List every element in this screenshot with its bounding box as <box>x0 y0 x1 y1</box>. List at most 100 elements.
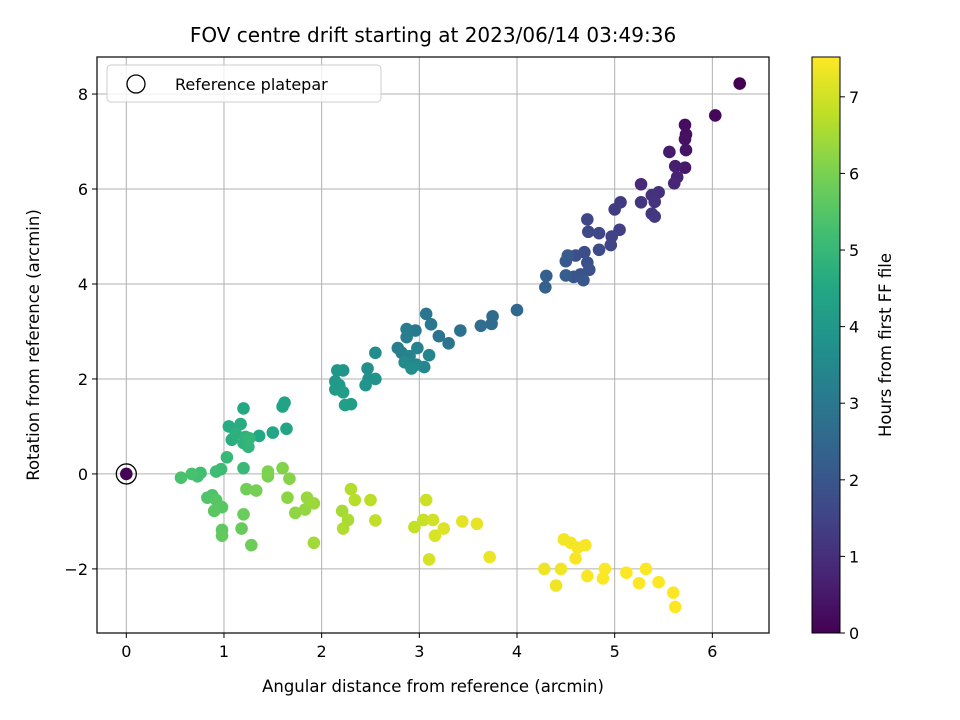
scatter-point <box>592 243 606 257</box>
colorbar-ticks: 0 1 2 3 4 5 6 7 <box>840 88 859 643</box>
scatter-point <box>437 522 451 535</box>
scatter-point <box>608 203 621 216</box>
legend: Reference platepar <box>106 64 382 103</box>
scatter-point <box>708 109 722 122</box>
scatter-point <box>369 372 382 386</box>
scatter-point <box>369 514 382 527</box>
scatter-point <box>426 513 440 527</box>
scatter-point <box>411 341 424 355</box>
y-tick-label: 8 <box>78 85 88 104</box>
x-tick-label: 3 <box>414 642 424 661</box>
scatter-point <box>679 143 693 157</box>
colorbar-tick-label: 3 <box>849 394 859 413</box>
scatter-point <box>569 552 582 565</box>
scatter-point <box>663 145 676 159</box>
scatter-point <box>364 493 377 507</box>
colorbar-tick-label: 0 <box>849 624 859 643</box>
scatter-point <box>581 213 594 226</box>
plot-frame <box>96 56 770 634</box>
scatter-point <box>668 600 682 614</box>
scatter-point <box>336 522 350 535</box>
colorbar-tick-label: 1 <box>849 547 859 566</box>
grid <box>97 57 769 633</box>
scatter-point <box>428 529 442 542</box>
scatter-point <box>361 362 374 375</box>
scatter-point <box>596 572 610 585</box>
scatter-point <box>400 330 413 344</box>
scatter-point <box>539 281 552 294</box>
y-tick-label: 4 <box>78 275 88 294</box>
colorbar-tick-label: 4 <box>849 318 859 337</box>
scatter-point <box>639 562 653 576</box>
scatter-point <box>249 484 263 497</box>
scatter-point <box>598 562 612 576</box>
scatter-point <box>538 562 551 576</box>
colorbar-tick-label: 2 <box>849 471 859 490</box>
y-axis-label: Rotation from reference (arcmin) <box>24 209 43 481</box>
scatter-point <box>483 550 496 564</box>
scatter-point <box>667 177 681 190</box>
y-tick-label: 2 <box>78 370 88 389</box>
scatter-point <box>185 467 199 481</box>
scatter-point <box>579 538 592 552</box>
scatter-point <box>237 507 250 521</box>
colorbar-tick-label: 6 <box>849 164 859 183</box>
scatter-point <box>424 318 438 331</box>
scatter-point <box>582 225 595 239</box>
scatter-point <box>245 538 258 552</box>
x-tick-label: 4 <box>512 642 522 661</box>
plot-area <box>97 57 769 633</box>
scatter-point <box>634 177 648 191</box>
scatter-point <box>666 586 680 599</box>
colorbar-tick-label: 7 <box>849 88 859 107</box>
scatter-point <box>348 493 362 507</box>
scatter-point <box>632 576 646 590</box>
scatter-point <box>336 385 350 399</box>
scatter-point <box>174 471 188 485</box>
scatter-point <box>229 427 242 440</box>
scatter-point <box>335 504 349 518</box>
scatter-point <box>540 269 553 283</box>
reference-marker-group <box>115 463 137 485</box>
scatter-point <box>280 422 293 436</box>
x-axis-label: Angular distance from reference (arcmin) <box>262 677 604 696</box>
scatter-point <box>243 432 256 445</box>
scatter-point <box>470 517 484 531</box>
scatter-point <box>237 461 250 475</box>
y-axis-ticks: −2 0 2 4 6 8 <box>64 85 97 579</box>
y-tick-label: 0 <box>78 465 88 484</box>
scatter-point <box>510 303 524 317</box>
scatter-point <box>235 522 248 535</box>
scatter-point <box>307 497 321 510</box>
scatter-point <box>307 536 321 550</box>
scatter-point <box>288 506 302 520</box>
scatter-point <box>454 324 467 337</box>
scatter-point <box>209 465 223 478</box>
scatter-point <box>432 329 446 343</box>
scatter-point <box>648 210 662 223</box>
scatter-point <box>648 195 662 209</box>
scatter-point <box>330 364 344 377</box>
chart-title: FOV centre drift starting at 2023/06/14 … <box>190 23 676 47</box>
scatter-point <box>678 161 692 174</box>
colorbar-tick-label: 5 <box>849 241 859 260</box>
y-tick-label: −2 <box>64 560 88 579</box>
x-tick-label: 1 <box>219 642 229 661</box>
scatter-point <box>634 196 648 209</box>
y-tick-label: 6 <box>78 180 88 199</box>
scatter-point <box>207 504 221 518</box>
scatter-point <box>668 159 682 173</box>
colorbar-label: Hours from first FF file <box>876 253 895 437</box>
x-tick-label: 0 <box>121 642 131 661</box>
scatter-point <box>240 482 253 496</box>
scatter-point <box>419 493 433 507</box>
scatter-point <box>592 226 606 240</box>
reference-point-marker <box>115 463 137 485</box>
scatter-point <box>276 400 289 413</box>
scatter-point <box>559 269 573 282</box>
scatter-point <box>281 491 294 504</box>
scatter-point <box>581 569 594 583</box>
scatter-point <box>220 451 234 464</box>
legend-marker-icon <box>126 74 146 94</box>
